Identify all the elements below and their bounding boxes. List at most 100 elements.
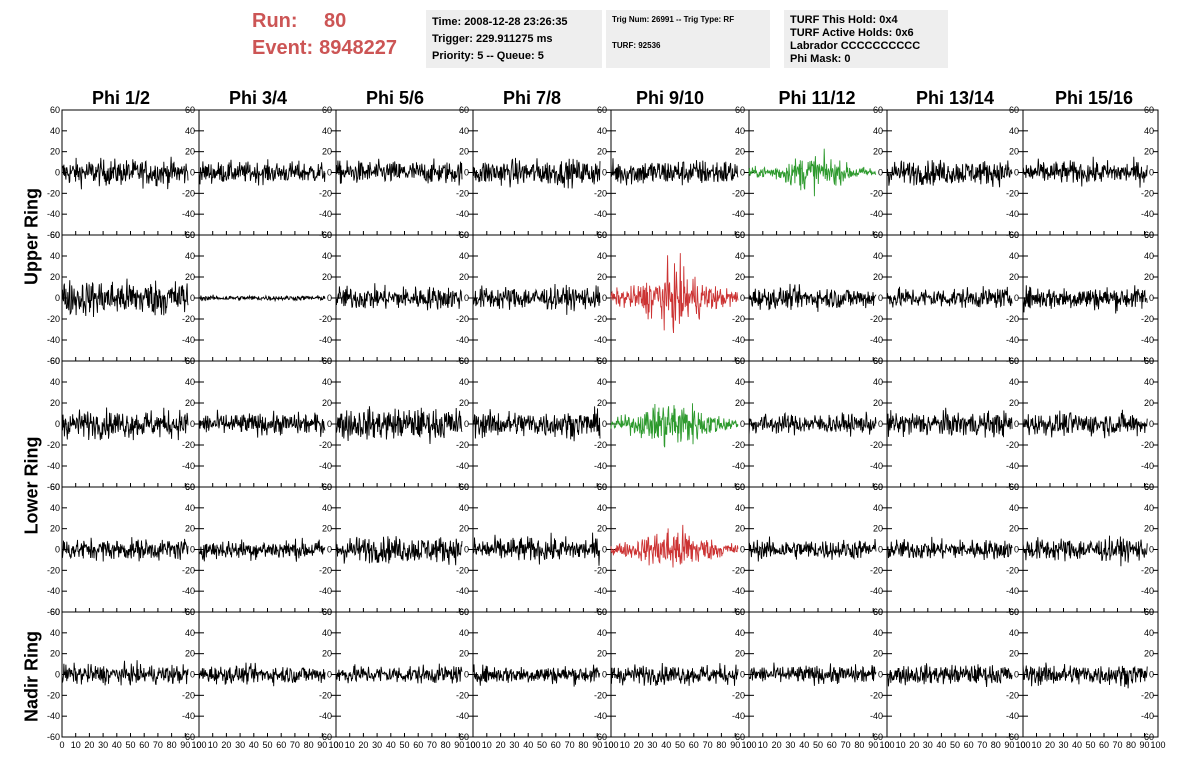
x-tick-label: 100 <box>191 740 206 750</box>
y-tick-label: -40 <box>1006 586 1019 596</box>
y-tick-label: 0 <box>190 670 195 680</box>
x-tick-label: 10 <box>208 740 218 750</box>
y-tick-label: 40 <box>322 503 332 513</box>
x-tick-label: 30 <box>923 740 933 750</box>
y-tick-label: -20 <box>47 188 60 198</box>
y-tick-label: 0 <box>602 419 607 429</box>
y-tick-label: 40 <box>322 377 332 387</box>
x-tick-label: 30 <box>785 740 795 750</box>
y-tick-label: 0 <box>1014 419 1019 429</box>
y-tick-label: 20 <box>459 272 469 282</box>
y-tick-label: -40 <box>182 461 195 471</box>
event-label: Event: <box>252 37 314 59</box>
run-label: Run: <box>252 10 298 32</box>
x-tick-label: 80 <box>578 740 588 750</box>
y-tick-label: -20 <box>319 440 332 450</box>
y-tick-label: 40 <box>873 251 883 261</box>
time-info-box: Time: 2008-12-28 23:26:35 Trigger: 229.9… <box>426 10 602 68</box>
waveform-trace <box>610 403 739 448</box>
x-tick-label: 10 <box>482 740 492 750</box>
run-event-block: Run: 80 Event: 8948227 <box>252 8 397 62</box>
waveform-trace <box>472 406 601 442</box>
x-tick-label: 80 <box>441 740 451 750</box>
waveform-trace <box>886 286 1013 308</box>
y-tick-label: 0 <box>327 419 332 429</box>
run-value: 80 <box>324 10 347 32</box>
phi-mask-line: Phi Mask: 0 <box>790 53 851 65</box>
y-tick-label: 0 <box>55 419 60 429</box>
x-tick-label: 90 <box>730 740 740 750</box>
y-tick-label: 20 <box>50 147 60 157</box>
y-tick-label: 0 <box>878 670 883 680</box>
y-tick-label: 0 <box>55 293 60 303</box>
y-tick-label: -20 <box>47 690 60 700</box>
y-tick-label: 40 <box>459 377 469 387</box>
x-tick-label: 30 <box>509 740 519 750</box>
x-tick-label: 50 <box>262 740 272 750</box>
column-header-phi-11-12: Phi 11/12 <box>778 88 856 108</box>
y-tick-label: -20 <box>456 565 469 575</box>
y-tick-label: -40 <box>870 335 883 345</box>
x-tick-label: 100 <box>603 740 618 750</box>
x-tick-label: 40 <box>523 740 533 750</box>
y-tick-label: -60 <box>1141 732 1154 742</box>
x-tick-label: 80 <box>991 740 1001 750</box>
y-tick-label: -20 <box>47 565 60 575</box>
x-tick-label: 10 <box>1031 740 1041 750</box>
y-tick-label: 0 <box>55 545 60 555</box>
y-tick-label: -40 <box>732 461 745 471</box>
y-tick-label: -20 <box>1141 440 1154 450</box>
y-tick-label: -20 <box>594 690 607 700</box>
x-tick-label: 20 <box>221 740 231 750</box>
y-tick-label: 20 <box>459 524 469 534</box>
y-tick-label: 60 <box>185 607 195 617</box>
x-tick-label: 30 <box>1058 740 1068 750</box>
waveform-trace <box>198 294 326 303</box>
x-tick-label: 10 <box>758 740 768 750</box>
x-tick-label: 40 <box>386 740 396 750</box>
waveform-trace <box>748 283 877 312</box>
y-tick-label: 0 <box>1014 670 1019 680</box>
y-tick-label: 40 <box>459 503 469 513</box>
y-tick-label: 0 <box>740 168 745 178</box>
y-tick-label: -20 <box>182 314 195 324</box>
y-tick-label: -20 <box>182 690 195 700</box>
y-tick-label: 0 <box>1149 670 1154 680</box>
y-tick-label: -60 <box>47 732 60 742</box>
y-tick-label: 0 <box>878 168 883 178</box>
y-tick-label: 20 <box>1144 147 1154 157</box>
y-tick-label: 0 <box>1014 545 1019 555</box>
y-tick-label: 40 <box>735 126 745 136</box>
y-tick-label: -60 <box>870 732 883 742</box>
x-tick-label: 90 <box>454 740 464 750</box>
y-tick-label: 40 <box>50 126 60 136</box>
y-tick-label: 60 <box>185 230 195 240</box>
y-tick-label: 0 <box>55 168 60 178</box>
trigger-line: Trigger: 229.911275 ms <box>432 33 553 45</box>
y-tick-label: 40 <box>1144 251 1154 261</box>
y-tick-label: 40 <box>185 126 195 136</box>
y-tick-label: -40 <box>732 209 745 219</box>
y-tick-label: 20 <box>185 524 195 534</box>
y-tick-label: 40 <box>1144 377 1154 387</box>
x-tick-label: 80 <box>1126 740 1136 750</box>
y-tick-label: 40 <box>735 628 745 638</box>
y-tick-label: -40 <box>456 711 469 721</box>
y-tick-label: 20 <box>322 272 332 282</box>
y-tick-label: -20 <box>1006 314 1019 324</box>
waveform-trace <box>748 662 877 686</box>
column-header-phi-15-16: Phi 15/16 <box>1054 88 1134 108</box>
waveform-trace <box>472 532 601 566</box>
y-tick-label: 40 <box>1144 628 1154 638</box>
y-tick-label: -40 <box>1006 461 1019 471</box>
